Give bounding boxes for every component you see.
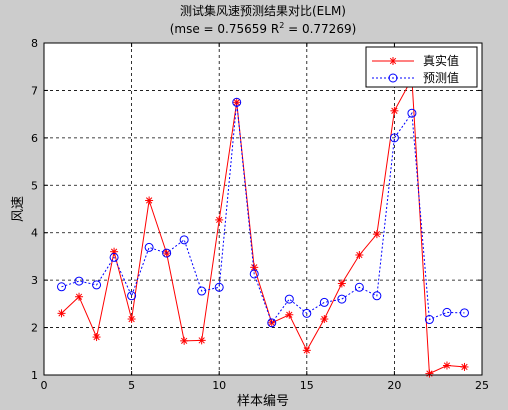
y-tick-label: 5 bbox=[31, 179, 38, 192]
y-axis-label: 风速 bbox=[11, 196, 26, 222]
x-tick-label: 25 bbox=[475, 379, 489, 392]
x-tick-label: 5 bbox=[128, 379, 135, 392]
x-tick-label: 15 bbox=[300, 379, 314, 392]
plot-area bbox=[44, 43, 482, 375]
y-tick-label: 6 bbox=[31, 132, 38, 145]
legend: 真实值 预测值 bbox=[366, 47, 477, 87]
chart-subtitle: (mse = 0.75659 R2 = 0.77269) bbox=[170, 21, 357, 36]
data-point-star bbox=[58, 309, 66, 317]
legend-box bbox=[366, 47, 477, 87]
data-point-star bbox=[320, 315, 328, 323]
y-tick-label: 7 bbox=[31, 84, 38, 97]
data-point-star bbox=[180, 337, 188, 345]
y-tick-label: 8 bbox=[31, 37, 38, 50]
data-point-star bbox=[373, 230, 381, 238]
legend-marker-star bbox=[389, 57, 397, 65]
x-axis-label: 样本编号 bbox=[237, 394, 289, 409]
y-tick-label: 1 bbox=[31, 369, 38, 382]
y-tick-label: 4 bbox=[31, 227, 38, 240]
subtitle-prefix: (mse = 0.75659 R bbox=[170, 22, 279, 36]
y-tick-label: 3 bbox=[31, 274, 38, 287]
data-point-star bbox=[443, 362, 451, 370]
x-tick-label: 10 bbox=[212, 379, 226, 392]
x-tick-label: 20 bbox=[387, 379, 401, 392]
subtitle-suffix: = 0.77269) bbox=[284, 22, 356, 36]
data-point-star bbox=[460, 363, 468, 371]
data-point-star bbox=[215, 216, 223, 224]
chart-title: 测试集风速预测结果对比(ELM) bbox=[180, 3, 346, 18]
legend-label-predicted: 预测值 bbox=[423, 70, 459, 85]
data-point-star bbox=[285, 311, 293, 319]
data-point-star bbox=[425, 370, 433, 378]
data-point-star bbox=[338, 279, 346, 287]
y-tick-label: 2 bbox=[31, 322, 38, 335]
data-point-star bbox=[303, 346, 311, 354]
x-tick-label: 0 bbox=[41, 379, 48, 392]
legend-label-true: 真实值 bbox=[423, 53, 459, 68]
